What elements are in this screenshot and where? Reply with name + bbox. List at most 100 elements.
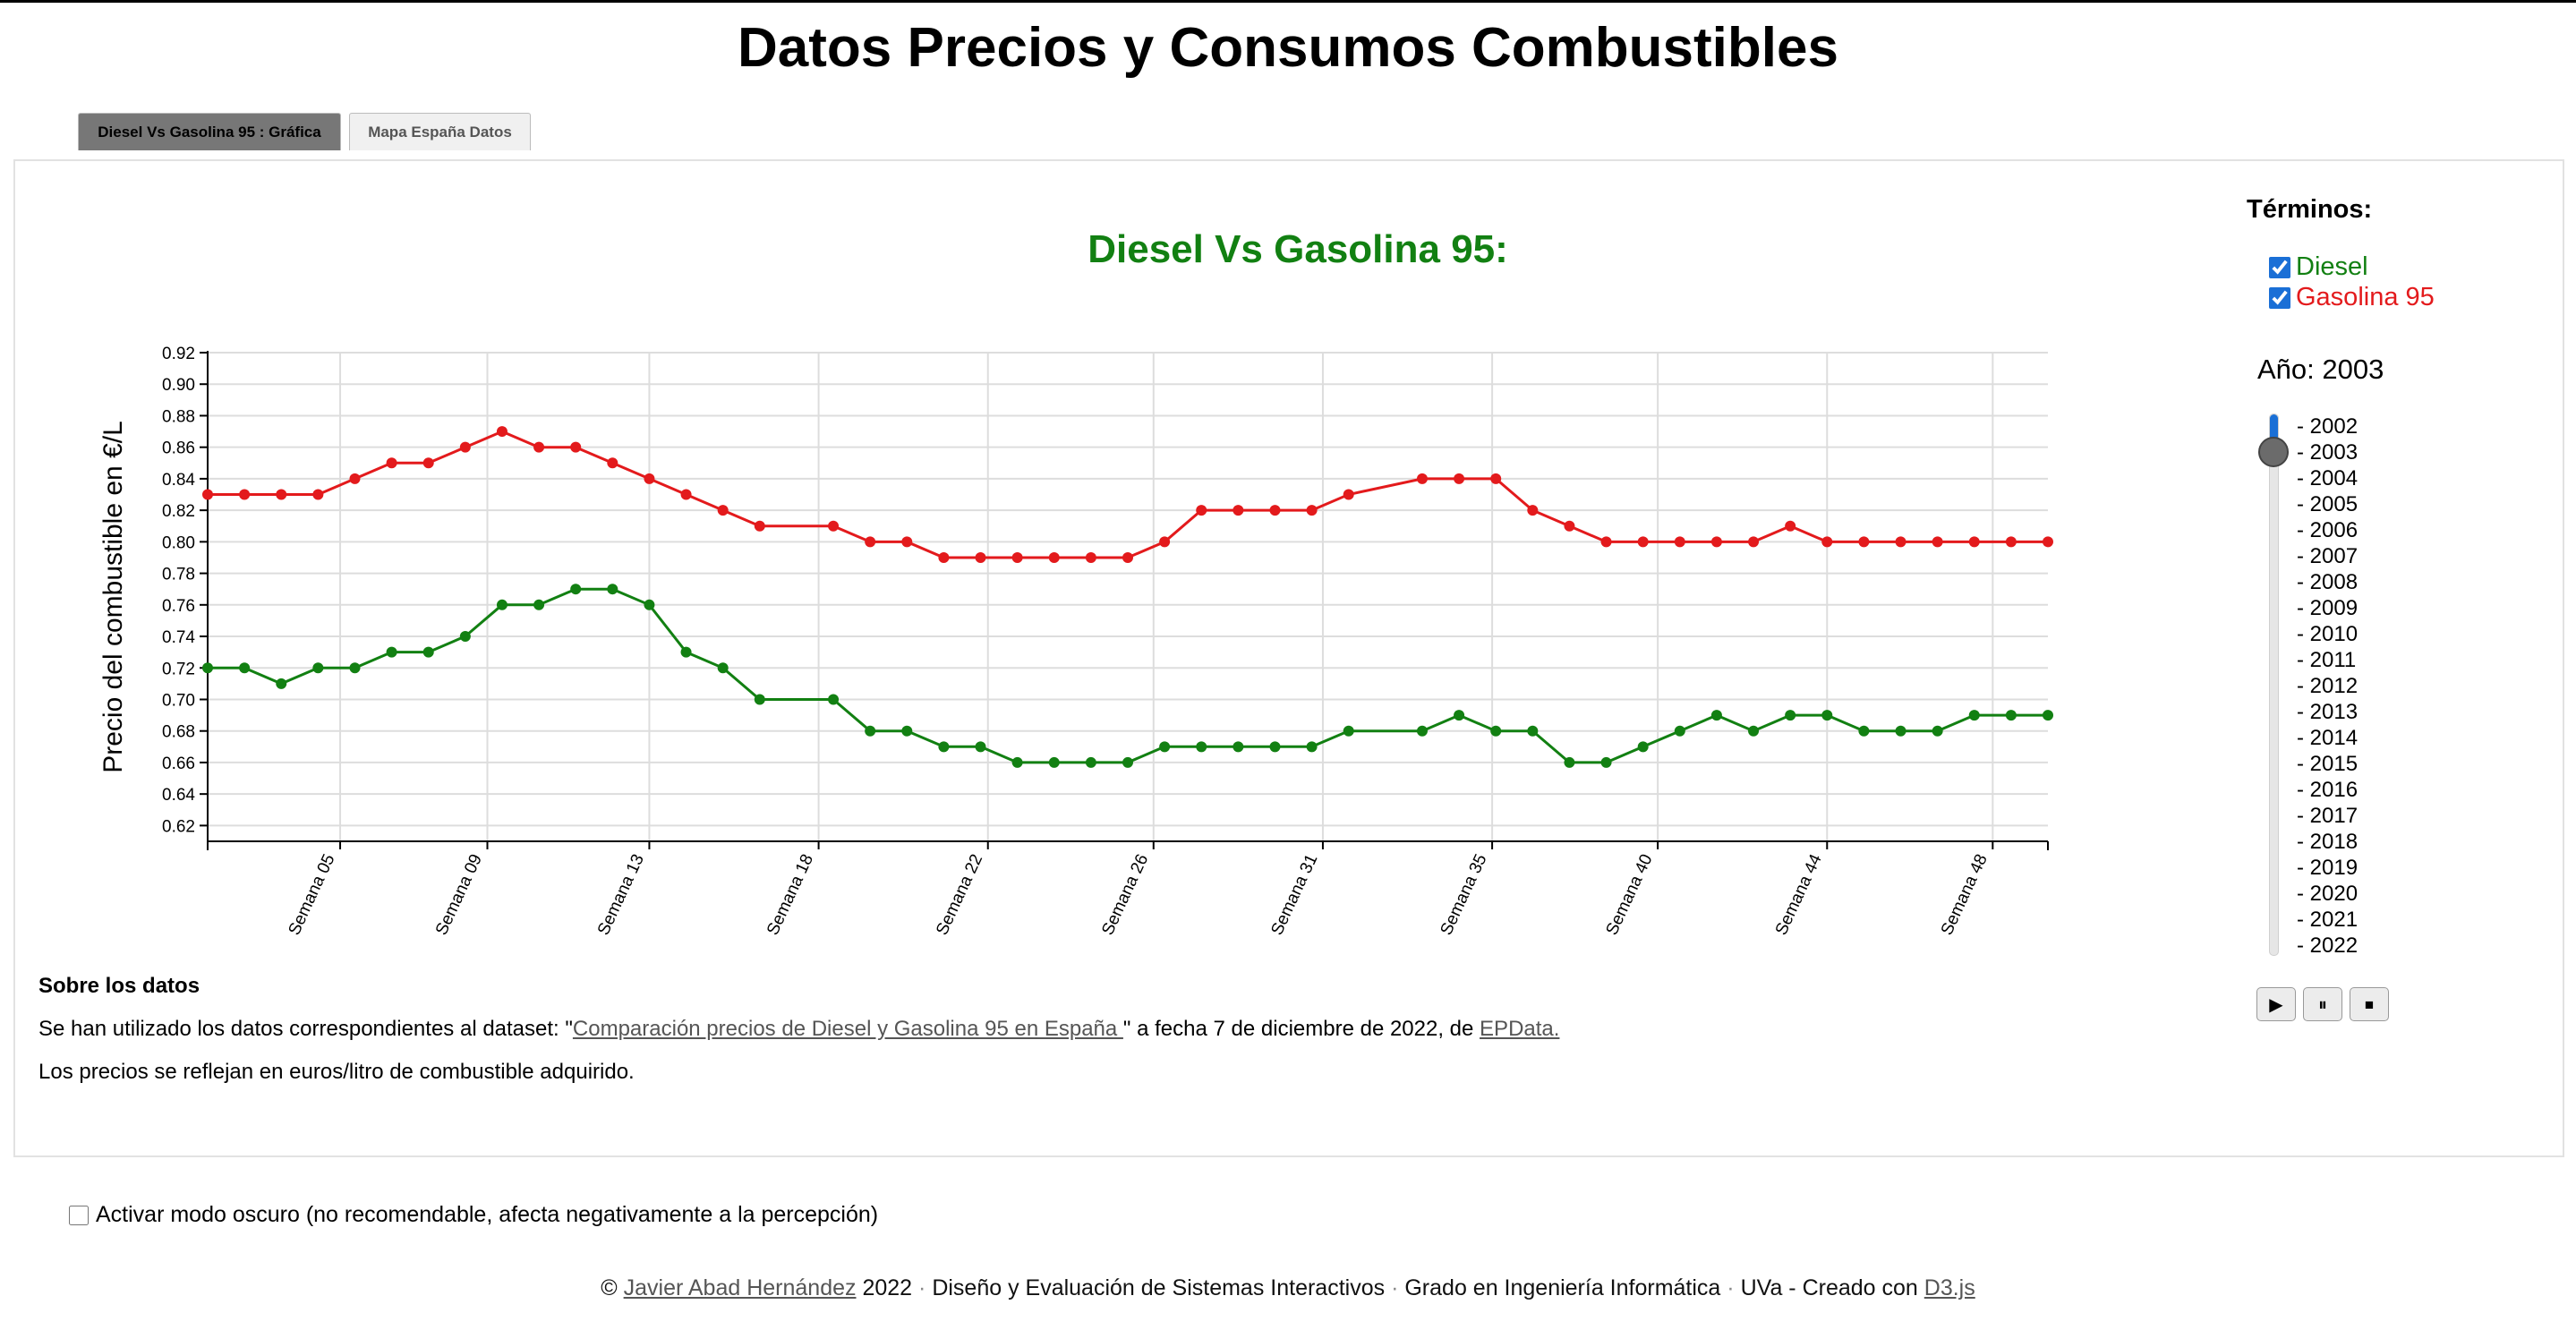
- footer-year: 2022: [862, 1275, 913, 1300]
- year-tick: - 2012: [2297, 674, 2358, 698]
- year-tick: - 2010: [2297, 622, 2358, 646]
- data-point-gasolina-95: [1416, 473, 1428, 484]
- data-point-gasolina-95: [828, 520, 840, 532]
- data-point-gasolina-95: [1196, 505, 1207, 516]
- data-point-diesel: [1122, 756, 1133, 768]
- data-point-diesel: [2043, 710, 2053, 721]
- about-line-1: Se han utilizado los datos correspondien…: [38, 1014, 2097, 1044]
- data-point-diesel: [1895, 725, 1906, 737]
- top-rule: [0, 0, 2576, 3]
- data-point-diesel: [1269, 741, 1281, 753]
- data-point-diesel: [1932, 725, 1943, 737]
- data-point-diesel: [1490, 725, 1502, 737]
- year-tick: - 2003: [2297, 440, 2358, 465]
- x-tick-label: Semana 26: [1098, 851, 1152, 938]
- y-tick-label: 0.82: [162, 502, 195, 521]
- play-button[interactable]: ▶: [2256, 987, 2296, 1021]
- x-tick-label: Semana 48: [1938, 851, 1992, 938]
- data-point-diesel: [386, 646, 397, 658]
- y-tick-label: 0.76: [162, 597, 195, 616]
- data-point-diesel: [1748, 725, 1760, 737]
- data-point-diesel: [754, 694, 765, 705]
- data-point-diesel: [1600, 756, 1612, 768]
- data-point-diesel: [422, 646, 434, 658]
- year-tick: - 2014: [2297, 726, 2358, 750]
- y-tick-label: 0.64: [162, 786, 195, 805]
- y-tick-label: 0.68: [162, 723, 195, 742]
- data-point-diesel: [901, 725, 913, 737]
- data-point-gasolina-95: [276, 489, 287, 500]
- data-point-gasolina-95: [1674, 536, 1685, 548]
- d3-link[interactable]: D3.js: [1923, 1275, 1975, 1300]
- pause-button[interactable]: ⏸: [2303, 987, 2342, 1021]
- pause-icon: ⏸: [2318, 993, 2327, 1015]
- y-tick-label: 0.86: [162, 439, 195, 458]
- data-point-gasolina-95: [1637, 536, 1649, 548]
- year-slider-handle[interactable]: [2258, 437, 2289, 467]
- data-point-diesel: [1527, 725, 1539, 737]
- stop-button[interactable]: ⏹: [2350, 987, 2389, 1021]
- data-point-gasolina-95: [1932, 536, 1943, 548]
- data-point-diesel: [828, 694, 840, 705]
- data-point-diesel: [1233, 741, 1244, 753]
- data-point-diesel: [607, 584, 618, 595]
- data-point-gasolina-95: [1454, 473, 1465, 484]
- about-text-middle: " a fecha 7 de diciembre de 2022, de: [1122, 1017, 1480, 1041]
- data-point-gasolina-95: [2043, 536, 2053, 548]
- data-point-gasolina-95: [1968, 536, 1980, 548]
- data-point-diesel: [570, 584, 582, 595]
- data-point-gasolina-95: [496, 426, 508, 438]
- epdata-link[interactable]: EPData.: [1480, 1017, 1560, 1041]
- data-point-gasolina-95: [312, 489, 324, 500]
- y-tick-label: 0.62: [162, 817, 195, 836]
- legend-item-gasolina[interactable]: Gasolina 95: [2269, 283, 2435, 312]
- year-tick: - 2018: [2297, 830, 2358, 854]
- gasolina-checkbox[interactable]: [2269, 286, 2290, 309]
- x-tick-label: Semana 09: [432, 851, 486, 938]
- x-tick-label: Semana 05: [285, 851, 338, 938]
- y-tick-label: 0.66: [162, 755, 195, 773]
- year-tick: - 2017: [2297, 804, 2358, 828]
- data-point-diesel: [1159, 741, 1171, 753]
- data-point-diesel: [1011, 756, 1023, 768]
- year-tick: - 2011: [2297, 648, 2357, 672]
- footer-sep-1: ·: [918, 1275, 926, 1300]
- y-tick-label: 0.72: [162, 660, 195, 678]
- y-axis-label: Precio del combustible en €/L: [98, 421, 128, 773]
- series-line-gasolina-95: [208, 430, 2048, 559]
- y-tick-label: 0.84: [162, 471, 195, 490]
- x-tick-label: Semana 40: [1603, 851, 1657, 938]
- data-point-gasolina-95: [644, 473, 655, 484]
- x-tick-label: Semana 13: [594, 851, 648, 938]
- data-point-diesel: [276, 678, 287, 689]
- data-point-diesel: [312, 662, 324, 674]
- stop-icon: ⏹: [2365, 993, 2374, 1015]
- data-point-gasolina-95: [1710, 536, 1722, 548]
- dark-mode-toggle[interactable]: Activar modo oscuro (no recomendable, af…: [69, 1202, 878, 1228]
- dark-mode-checkbox[interactable]: [69, 1205, 89, 1225]
- data-point-gasolina-95: [349, 473, 361, 484]
- diesel-checkbox[interactable]: [2269, 256, 2290, 278]
- page-title: Datos Precios y Consumos Combustibles: [738, 17, 1838, 79]
- author-link[interactable]: Javier Abad Hernández: [623, 1275, 857, 1300]
- data-point-gasolina-95: [1600, 536, 1612, 548]
- data-point-gasolina-95: [570, 441, 582, 453]
- data-point-diesel: [1196, 741, 1207, 753]
- year-slider-track[interactable]: [2269, 413, 2279, 956]
- tab-mapa-espana[interactable]: Mapa España Datos: [349, 113, 531, 150]
- data-point-diesel: [349, 662, 361, 674]
- data-point-gasolina-95: [1785, 520, 1796, 532]
- data-point-diesel: [496, 599, 508, 610]
- tab-diesel-vs-gasolina[interactable]: Diesel Vs Gasolina 95 : Gráfica: [78, 113, 341, 150]
- data-point-diesel: [1858, 725, 1870, 737]
- y-tick-label: 0.80: [162, 533, 195, 552]
- data-point-diesel: [1343, 725, 1354, 737]
- about-title: Sobre los datos: [38, 974, 200, 998]
- data-point-gasolina-95: [1233, 505, 1244, 516]
- year-label: Año: 2003: [2257, 354, 2384, 385]
- data-point-gasolina-95: [459, 441, 471, 453]
- dataset-link[interactable]: Comparación precios de Diesel y Gasolina…: [572, 1017, 1123, 1041]
- diesel-label: Diesel: [2296, 252, 2368, 281]
- x-tick-label: Semana 18: [763, 851, 817, 938]
- legend-item-diesel[interactable]: Diesel: [2269, 252, 2368, 282]
